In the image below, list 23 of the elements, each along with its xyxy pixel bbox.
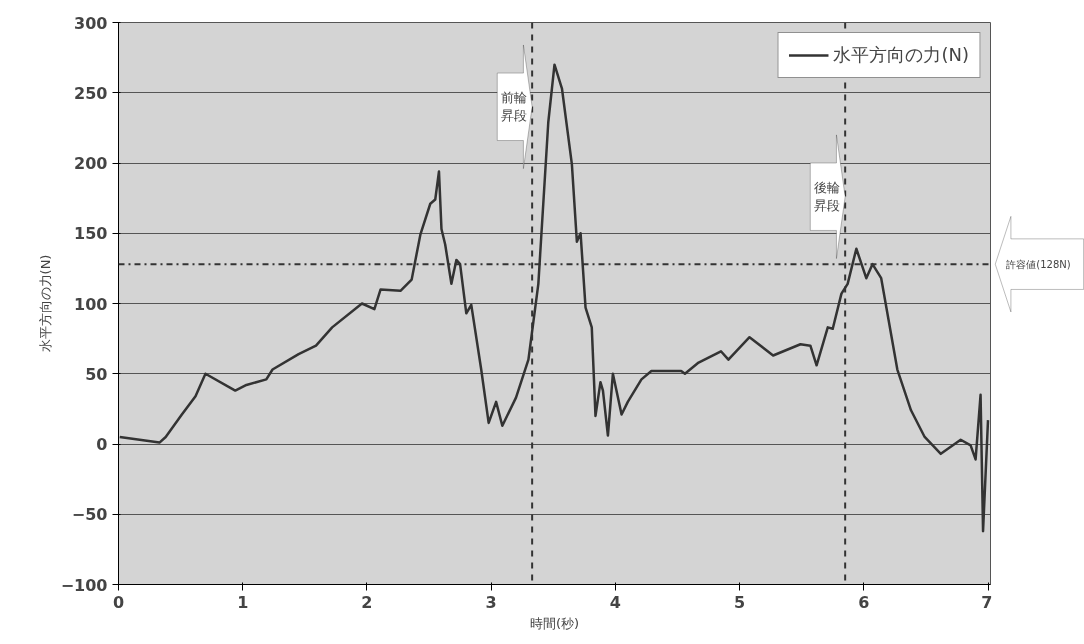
- ref-line-label: 許容値(128N): [1006, 258, 1071, 270]
- y-tick-label: 200: [74, 154, 108, 173]
- ref-line-label: 後輪昇段: [814, 180, 841, 214]
- y-tick-label: 150: [74, 224, 108, 244]
- x-axis-title: 時間(秒): [529, 615, 580, 631]
- x-tick-label: 7: [981, 592, 993, 612]
- x-tick-label: 4: [609, 592, 621, 612]
- y-tick-label: 0: [96, 435, 108, 454]
- y-tick-label: −100: [60, 575, 108, 595]
- ref-line-label: 前輪昇段: [501, 90, 528, 124]
- x-tick-label: 5: [734, 592, 746, 612]
- legend-label: 水平方向の力(N): [833, 43, 969, 67]
- y-tick-label: 100: [74, 294, 108, 314]
- y-axis-title: 水平方向の力(N): [37, 254, 53, 353]
- x-tick-label: 1: [237, 592, 249, 612]
- x-tick-label: 2: [361, 592, 373, 612]
- y-tick-label: −50: [71, 505, 108, 525]
- x-tick-label: 0: [112, 592, 125, 612]
- y-tick-label: 250: [74, 83, 108, 103]
- x-tick-label: 6: [858, 592, 870, 612]
- y-tick-label: 50: [85, 364, 108, 384]
- x-tick-label: 3: [485, 592, 497, 612]
- y-tick-label: 300: [74, 13, 108, 33]
